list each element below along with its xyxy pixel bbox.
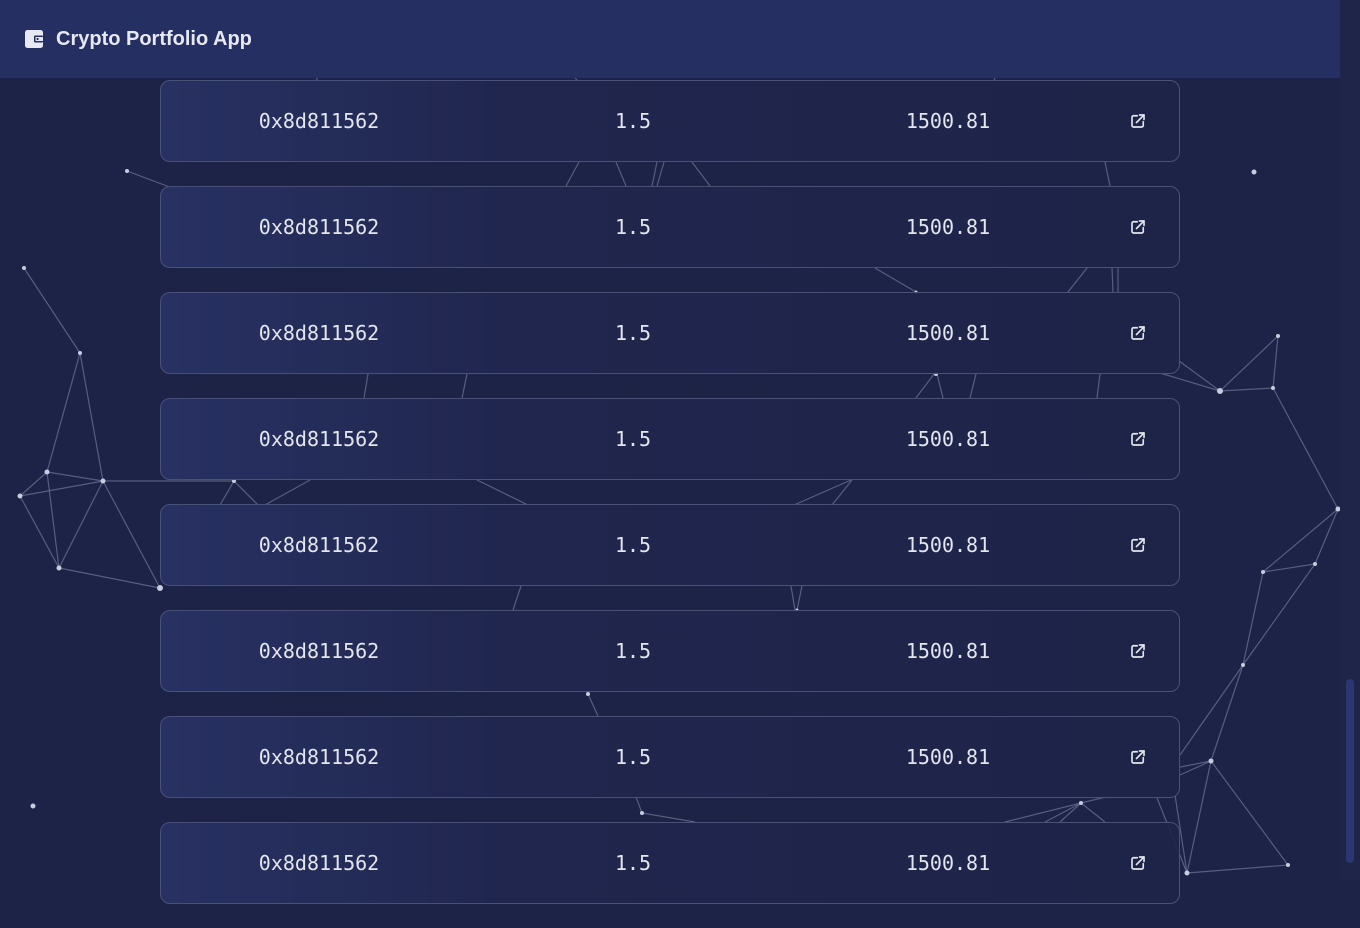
holding-address: 0x8d811562 <box>258 109 380 133</box>
holding-value: 1500.81 <box>905 321 991 345</box>
holding-value: 1500.81 <box>905 851 991 875</box>
holding-row: 0x8d811562 1.5 1500.81 <box>160 292 1180 374</box>
holding-value: 1500.81 <box>905 427 991 451</box>
external-link-icon[interactable] <box>1127 746 1149 768</box>
holding-address: 0x8d811562 <box>258 215 380 239</box>
scrollbar[interactable] <box>1340 0 1360 880</box>
scrollbar-thumb[interactable] <box>1346 679 1354 863</box>
external-link-icon[interactable] <box>1127 534 1149 556</box>
external-link-icon[interactable] <box>1127 322 1149 344</box>
holding-amount: 1.5 <box>614 321 652 345</box>
holding-amount: 1.5 <box>614 109 652 133</box>
holding-address: 0x8d811562 <box>258 639 380 663</box>
network-background <box>17 77 1341 876</box>
holding-value: 1500.81 <box>905 533 991 557</box>
holding-value: 1500.81 <box>905 639 991 663</box>
holding-amount: 1.5 <box>614 745 652 769</box>
holding-amount: 1.5 <box>614 215 652 239</box>
holding-row: 0x8d811562 1.5 1500.81 <box>160 716 1180 798</box>
holding-address: 0x8d811562 <box>258 533 380 557</box>
app-header: Crypto Portfolio App <box>0 0 1340 78</box>
holding-value: 1500.81 <box>905 109 991 133</box>
holding-amount: 1.5 <box>614 851 652 875</box>
external-link-icon[interactable] <box>1127 852 1149 874</box>
holding-address: 0x8d811562 <box>258 321 380 345</box>
external-link-icon[interactable] <box>1127 428 1149 450</box>
holding-row: 0x8d811562 1.5 1500.81 <box>160 80 1180 162</box>
holdings-list: 0x8d811562 1.5 1500.81 0x8d811562 1.5 15… <box>160 80 1180 928</box>
holding-value: 1500.81 <box>905 215 991 239</box>
external-link-icon[interactable] <box>1127 110 1149 132</box>
holding-row: 0x8d811562 1.5 1500.81 <box>160 822 1180 904</box>
holding-row: 0x8d811562 1.5 1500.81 <box>160 398 1180 480</box>
holding-address: 0x8d811562 <box>258 427 380 451</box>
holding-amount: 1.5 <box>614 639 652 663</box>
holding-row: 0x8d811562 1.5 1500.81 <box>160 186 1180 268</box>
external-link-icon[interactable] <box>1127 640 1149 662</box>
holding-amount: 1.5 <box>614 533 652 557</box>
holding-address: 0x8d811562 <box>258 745 380 769</box>
external-link-icon[interactable] <box>1127 216 1149 238</box>
app-title: Crypto Portfolio App <box>56 27 252 50</box>
holding-address: 0x8d811562 <box>258 851 380 875</box>
wallet-icon <box>24 29 44 49</box>
holding-row: 0x8d811562 1.5 1500.81 <box>160 504 1180 586</box>
holding-row: 0x8d811562 1.5 1500.81 <box>160 610 1180 692</box>
holding-value: 1500.81 <box>905 745 991 769</box>
holding-amount: 1.5 <box>614 427 652 451</box>
